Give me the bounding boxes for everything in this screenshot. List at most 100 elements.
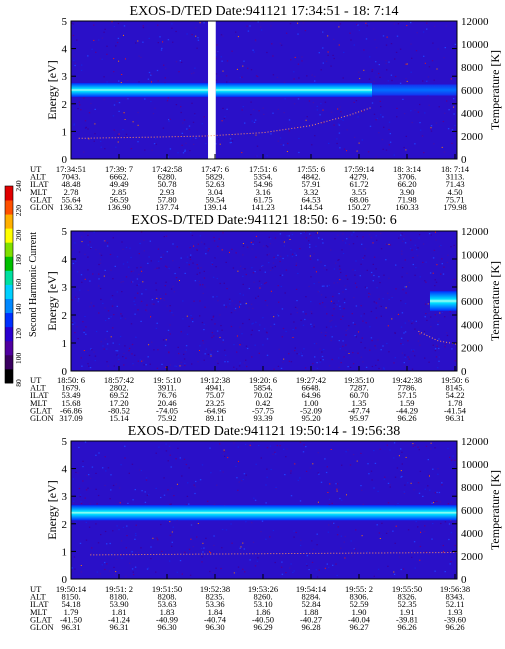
table-cell: 8208. <box>157 592 176 602</box>
table-cell: 15.68 <box>61 398 80 408</box>
table-cell: 17:59:14 <box>344 164 375 174</box>
table-cell: 17:51: 6 <box>249 164 277 174</box>
colorbar-tick-label: 240 <box>14 180 23 192</box>
energy-tick-label: 4 <box>62 44 68 56</box>
energy-tick-label: 3 <box>62 71 68 83</box>
table-cell: -41.50 <box>60 614 82 624</box>
energy-band-2 <box>215 83 373 97</box>
colorbar-tick-label: 140 <box>14 303 23 315</box>
table-cell: 8260. <box>253 592 272 602</box>
temperature-tick-label: 2000 <box>461 551 484 563</box>
table-cell: 1.81 <box>112 607 127 617</box>
colorbar-segment <box>5 368 13 384</box>
table-cell: 19:51:50 <box>152 584 182 594</box>
table-cell: 53.36 <box>205 599 224 609</box>
temperature-tick-label: 10000 <box>461 249 489 261</box>
table-cell: 57.15 <box>397 390 416 400</box>
colorbar-segment <box>5 256 13 271</box>
table-cell: -44.29 <box>396 405 418 415</box>
energy-tick-label: 5 <box>62 16 68 28</box>
temperature-axis-label: Temperature [K] <box>488 261 502 341</box>
table-cell: -41.54 <box>444 405 467 415</box>
table-cell: -39.60 <box>444 614 466 624</box>
energy-tick-label: 2 <box>62 310 68 322</box>
table-cell: -52.09 <box>300 405 322 415</box>
table-cell: 17:42:58 <box>152 164 182 174</box>
table-cell: 54.96 <box>253 179 272 189</box>
table-cell: 3.32 <box>304 187 319 197</box>
table-cell: 1.78 <box>448 398 463 408</box>
table-cell: 144.54 <box>299 202 323 212</box>
colorbar: 80 100 120 140 160 180 200 220 240 Second Harmoni… <box>4 180 39 387</box>
table-cell: 19:20: 6 <box>249 375 277 385</box>
table-cell: 136.90 <box>107 202 130 212</box>
table-cell: 57.80 <box>157 194 176 204</box>
spectrogram-background <box>71 231 457 371</box>
table-cell: 23.25 <box>205 398 224 408</box>
table-cell: 96.26 <box>397 413 416 423</box>
table-cell: 95.20 <box>301 413 320 423</box>
table-cell: -64.96 <box>204 405 226 415</box>
table-cell: 179.98 <box>443 202 466 212</box>
table-cell: 64.96 <box>301 390 320 400</box>
table-cell: 1.93 <box>448 607 463 617</box>
table-cell: 1.83 <box>160 607 175 617</box>
table-cell: 19:55: 2 <box>345 584 373 594</box>
table-cell: 8306. <box>349 592 368 602</box>
table-cell: 5854. <box>253 383 272 393</box>
table-cell: 64.53 <box>301 194 320 204</box>
temperature-trace <box>78 106 373 139</box>
table-cell: 141.23 <box>251 202 274 212</box>
temperature-tick-label: 12000 <box>461 16 489 28</box>
colorbar-segment <box>5 270 13 285</box>
energy-tick-label: 4 <box>62 464 68 476</box>
table-cell: 8150. <box>61 592 80 602</box>
temperature-tick-label: 12000 <box>461 226 489 238</box>
table-cell: 19:50: 6 <box>441 375 469 385</box>
table-row-label: UT <box>30 375 42 385</box>
table-cell: 1.59 <box>400 398 415 408</box>
table-cell: 59.54 <box>205 194 225 204</box>
table-cell: 18: 3:14 <box>393 164 422 174</box>
table-cell: 19:56:38 <box>440 584 470 594</box>
temperature-tick-label: 2000 <box>461 131 484 143</box>
table-row-label: GLAT <box>30 405 53 415</box>
table-cell: 8145. <box>445 383 464 393</box>
table-cell: 96.31 <box>61 622 80 632</box>
table-cell: 18:50: 6 <box>57 375 85 385</box>
table-cell: -39.81 <box>396 614 418 624</box>
table-cell: 70.02 <box>253 390 272 400</box>
table-cell: 93.39 <box>253 413 272 423</box>
energy-band-1 <box>429 291 457 311</box>
temperature-axis-label: Temperature [K] <box>488 470 502 550</box>
table-cell: 17:34:51 <box>56 164 86 174</box>
table-cell: 6280. <box>157 172 176 182</box>
energy-tick-label: 1 <box>62 546 68 558</box>
orbit-parameter-table: UTALTILATMLTGLATGLON19:50:148150.54.181.… <box>30 584 470 632</box>
panel-3: EXOS-D/TED Date:941121 19:50:14 - 19:56:… <box>30 424 502 632</box>
colorbar-segment <box>5 340 13 356</box>
spectrogram-noise <box>71 441 456 578</box>
table-cell: 3.16 <box>256 187 271 197</box>
plot-frame <box>70 440 458 580</box>
table-cell: 3.55 <box>352 187 367 197</box>
table-cell: 19:35:10 <box>344 375 374 385</box>
table-cell: -40.04 <box>348 614 371 624</box>
energy-band-1 <box>71 83 209 97</box>
temperature-trace <box>418 330 458 345</box>
temperature-tick-label: 10000 <box>461 459 489 471</box>
spectrogram-noise <box>71 21 457 158</box>
temperature-tick-label: 10000 <box>461 39 489 51</box>
energy-tick-label: 0 <box>62 154 68 166</box>
energy-tick-label: 0 <box>62 366 68 378</box>
table-cell: 5829. <box>205 172 224 182</box>
data-gap-1 <box>208 21 216 159</box>
table-cell: 96.29 <box>253 622 272 632</box>
temperature-tick-label: 4000 <box>461 108 484 120</box>
table-cell: 52.35 <box>397 599 416 609</box>
energy-band-3 <box>372 84 457 96</box>
table-cell: 2.78 <box>64 187 79 197</box>
colorbar-tick-label: 80 <box>14 379 23 387</box>
table-cell: 53.90 <box>109 599 128 609</box>
